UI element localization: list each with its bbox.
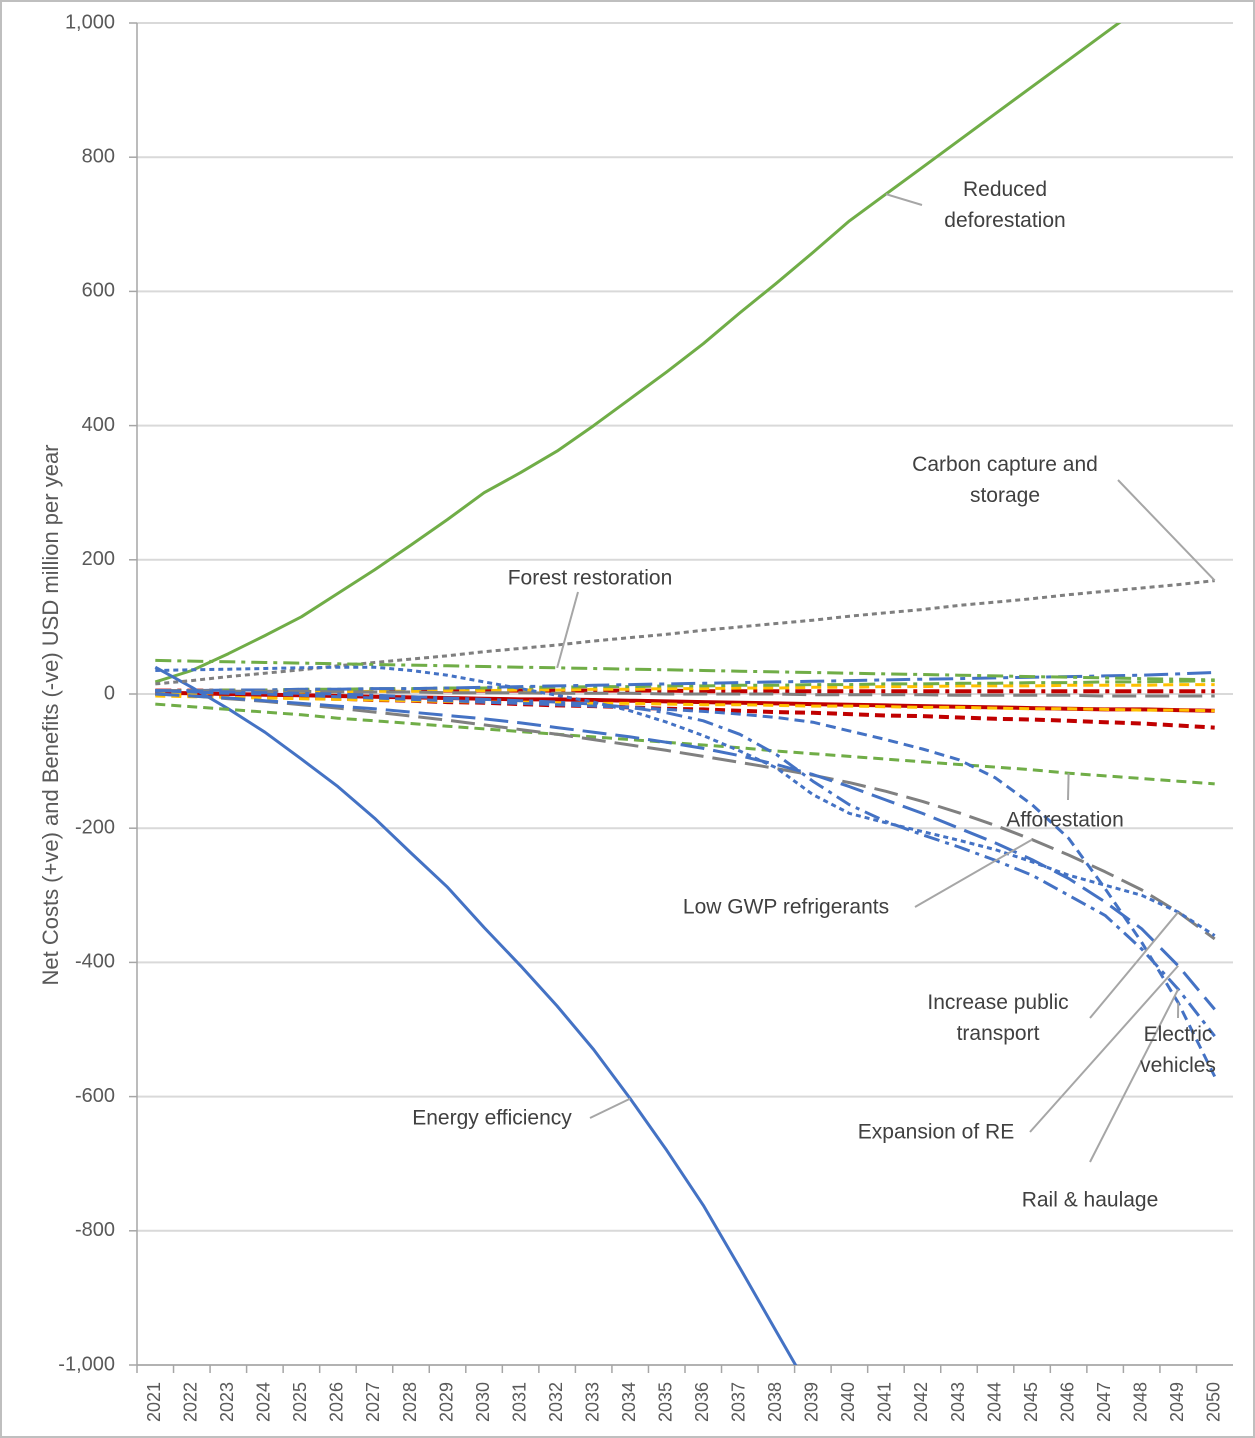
series-line (155, 692, 1216, 1011)
series-label: Energy efficiency (412, 1106, 572, 1130)
x-tick-label: 2050 (1203, 1382, 1223, 1422)
leader-line (1117, 479, 1216, 582)
leader-line (1029, 965, 1179, 1133)
x-tick-label: 2038 (765, 1382, 785, 1422)
series-label: Afforestation (1006, 808, 1124, 832)
x-tick-label: 2031 (509, 1382, 529, 1422)
x-tick-label: 2040 (838, 1382, 858, 1422)
series-line (155, 689, 1215, 698)
x-tick-label: 2032 (546, 1382, 566, 1422)
y-tick-label: 400 (82, 414, 115, 436)
series-line (155, 692, 1216, 941)
leader-line (1089, 911, 1179, 1019)
x-tick-label: 2046 (1057, 1382, 1077, 1422)
x-tick-label: 2033 (582, 1382, 602, 1422)
leader-line (556, 591, 579, 669)
y-tick-label: 800 (82, 145, 115, 167)
plot-area (154, 23, 1217, 1365)
x-tick-label: 2034 (619, 1382, 639, 1422)
x-tick-label: 2022 (181, 1382, 201, 1422)
x-tick-label: 2036 (692, 1382, 712, 1422)
y-tick-label: 600 (82, 280, 115, 302)
x-tick-label: 2035 (655, 1382, 675, 1422)
x-tick-label: 2048 (1130, 1382, 1150, 1422)
y-tick-label: -1,000 (58, 1353, 115, 1375)
leader-line (589, 1097, 631, 1119)
x-tick-label: 2030 (473, 1382, 493, 1422)
series-label: Reduced deforestation (944, 178, 1066, 232)
y-tick-label: -400 (75, 951, 115, 973)
y-tick-label: -600 (75, 1085, 115, 1107)
x-tick-label: 2037 (729, 1382, 749, 1422)
series-label: Low GWP refrigerants (682, 895, 890, 919)
series-label: Carbon capture and storage (912, 453, 1098, 507)
x-tick-label: 2026 (327, 1382, 347, 1422)
series-line (154, 665, 798, 1365)
y-tick-label: 1,000 (65, 11, 115, 33)
x-tick-label: 2044 (984, 1382, 1004, 1422)
series-line (155, 688, 1215, 694)
leader-line (1089, 988, 1180, 1163)
series-label: Rail & haulage (1021, 1188, 1159, 1212)
leader-line (1067, 773, 1070, 801)
x-tick-label: 2039 (802, 1382, 822, 1422)
x-tick-label: 2042 (911, 1382, 931, 1422)
x-tick-label: 2029 (436, 1382, 456, 1422)
x-tick-label: 2043 (948, 1382, 968, 1422)
x-tick-label: 2023 (217, 1382, 237, 1422)
x-tick-label: 2045 (1021, 1382, 1041, 1422)
series-label: Electric vehicles (1140, 1023, 1216, 1077)
series-label: Increase public transport (927, 991, 1069, 1045)
leader-line (914, 838, 1033, 908)
x-tick-label: 2024 (254, 1382, 274, 1422)
series-line (155, 689, 1216, 1038)
x-tick-label: 2049 (1167, 1382, 1187, 1422)
series-line (155, 694, 1215, 713)
series-line (155, 579, 1215, 686)
y-tick-label: -800 (75, 1219, 115, 1241)
x-tick-label: 2021 (144, 1382, 164, 1422)
x-tick-label: 2047 (1094, 1382, 1114, 1422)
series-line (155, 671, 1215, 693)
series-label: Expansion of RE (857, 1120, 1015, 1144)
series-label: Forest restoration (507, 566, 673, 590)
series-line (155, 658, 1215, 682)
y-tick-label: 0 (104, 682, 115, 704)
leader-line (885, 193, 923, 206)
series-line (154, 23, 1122, 684)
x-tick-label: 2025 (290, 1382, 310, 1422)
x-tick-label: 2027 (363, 1382, 383, 1422)
x-tick-label: 2028 (400, 1382, 420, 1422)
x-tick-label: 2041 (875, 1382, 895, 1422)
y-axis-title: Net Costs (+ve) and Benefits (-ve) USD m… (38, 444, 63, 985)
y-tick-label: -200 (75, 816, 115, 838)
y-tick-label: 200 (82, 548, 115, 570)
series-line (155, 689, 1217, 1078)
series-line (155, 702, 1215, 786)
